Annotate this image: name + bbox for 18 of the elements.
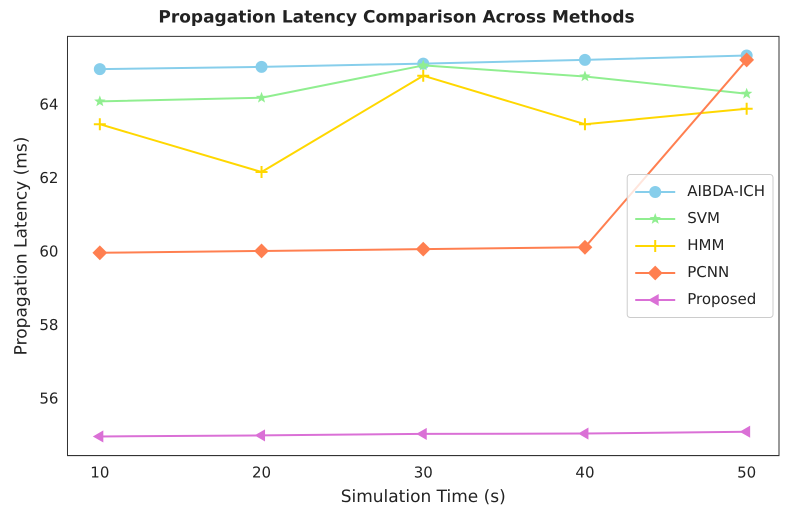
chart-title: Propagation Latency Comparison Across Methods (158, 8, 635, 28)
y-tick-label: 64 (39, 96, 58, 114)
x-tick-label: 50 (737, 463, 756, 482)
x-tick-label: 10 (90, 463, 110, 482)
legend-label: HMM (687, 236, 724, 254)
y-tick-label: 58 (39, 316, 58, 334)
legend-label: AIBDA-ICH (687, 182, 766, 200)
x-axis-title: Simulation Time (s) (340, 487, 506, 508)
y-axis-title: Propagation Latency (ms) (12, 136, 32, 356)
y-tick-label: 60 (39, 242, 58, 261)
legend-label: PCNN (687, 262, 730, 281)
legend-label: Proposed (687, 290, 756, 308)
x-tick-label: 20 (252, 463, 272, 482)
y-tick-label: 56 (39, 390, 58, 408)
y-tick-label: 62 (39, 169, 58, 188)
legend-label: SVM (687, 208, 720, 227)
x-tick-label: 30 (414, 463, 433, 482)
x-tick-label: 40 (575, 463, 594, 482)
